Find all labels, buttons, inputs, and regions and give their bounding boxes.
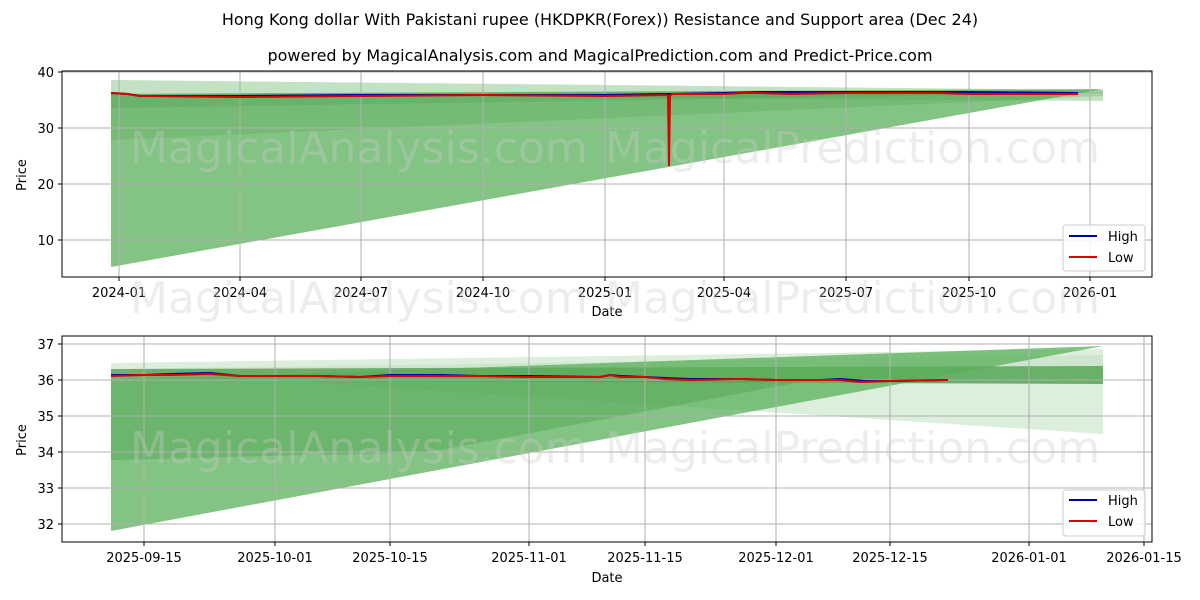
y-tick-label: 37 xyxy=(37,338,54,353)
x-tick-label: 2026-01 xyxy=(1063,286,1117,301)
x-tick-label: 2026-01-01 xyxy=(991,551,1067,566)
y-tick-label: 40 xyxy=(37,66,54,81)
bottom-legend: High Low xyxy=(1062,489,1146,537)
watermark-text: MagicalPrediction.com xyxy=(605,123,1100,174)
y-tick-label: 30 xyxy=(37,122,54,137)
x-tick-label: 2025-10 xyxy=(942,286,996,301)
x-tick-label: 2025-04 xyxy=(697,286,751,301)
x-tick-label: 2025-10-01 xyxy=(237,551,313,566)
top-legend: High Low xyxy=(1062,224,1146,272)
y-tick-label: 10 xyxy=(37,234,54,249)
y-tick-label: 32 xyxy=(37,518,54,533)
y-tick-label: 35 xyxy=(37,410,54,425)
watermark-text: MagicalPrediction.com xyxy=(605,423,1100,474)
x-tick-label: 2025-11-15 xyxy=(607,551,683,566)
x-tick-label: 2024-01 xyxy=(92,286,146,301)
watermark-text: MagicalAnalysis.com xyxy=(130,423,588,474)
bottom-chart: MagicalAnalysis.com MagicalPrediction.co… xyxy=(15,335,1182,586)
top-axes-frame xyxy=(61,70,1153,278)
x-tick-label: 2024-04 xyxy=(213,286,267,301)
watermark-text: MagicalAnalysis.com xyxy=(130,123,588,174)
bottom-axes-frame xyxy=(61,335,1153,543)
x-axis-label: Date xyxy=(591,305,622,320)
y-tick-label: 36 xyxy=(37,374,54,389)
y-axis-label: Price xyxy=(15,159,30,191)
legend-high-label: High xyxy=(1108,230,1138,245)
legend-high-label: High xyxy=(1108,494,1138,509)
top-chart: MagicalAnalysis.com MagicalPrediction.co… xyxy=(15,66,1153,324)
legend-low-label: Low xyxy=(1108,251,1134,266)
top-low-line xyxy=(110,92,1078,167)
x-axis-label: Date xyxy=(591,571,622,586)
x-tick-label: 2024-07 xyxy=(334,286,388,301)
bottom-support-wedge xyxy=(111,346,1103,531)
x-tick-label: 2025-01 xyxy=(578,286,632,301)
y-tick-label: 34 xyxy=(37,446,54,461)
x-tick-label: 2026-01-15 xyxy=(1106,551,1182,566)
x-tick-label: 2025-12-01 xyxy=(738,551,814,566)
x-tick-label: 2025-11-01 xyxy=(491,551,567,566)
x-tick-label: 2025-09-15 xyxy=(106,551,182,566)
y-axis-label: Price xyxy=(15,424,30,456)
y-tick-label: 33 xyxy=(37,482,54,497)
legend-low-label: Low xyxy=(1108,515,1134,530)
chart-subtitle: powered by MagicalAnalysis.com and Magic… xyxy=(267,46,933,65)
watermark-text: MagicalPrediction.com xyxy=(605,273,1100,324)
bottom-grid xyxy=(62,336,1152,542)
x-tick-label: 2025-12-15 xyxy=(852,551,928,566)
x-tick-label: 2024-10 xyxy=(456,286,510,301)
chart-title: Hong Kong dollar With Pakistani rupee (H… xyxy=(221,10,979,29)
x-tick-label: 2025-10-15 xyxy=(352,551,428,566)
x-tick-label: 2025-07 xyxy=(819,286,873,301)
watermark-text: MagicalAnalysis.com xyxy=(130,273,588,324)
bottom-support-mid xyxy=(111,380,800,460)
y-tick-label: 20 xyxy=(37,178,54,193)
bottom-low-line xyxy=(110,372,949,384)
top-support-band xyxy=(111,89,1103,267)
